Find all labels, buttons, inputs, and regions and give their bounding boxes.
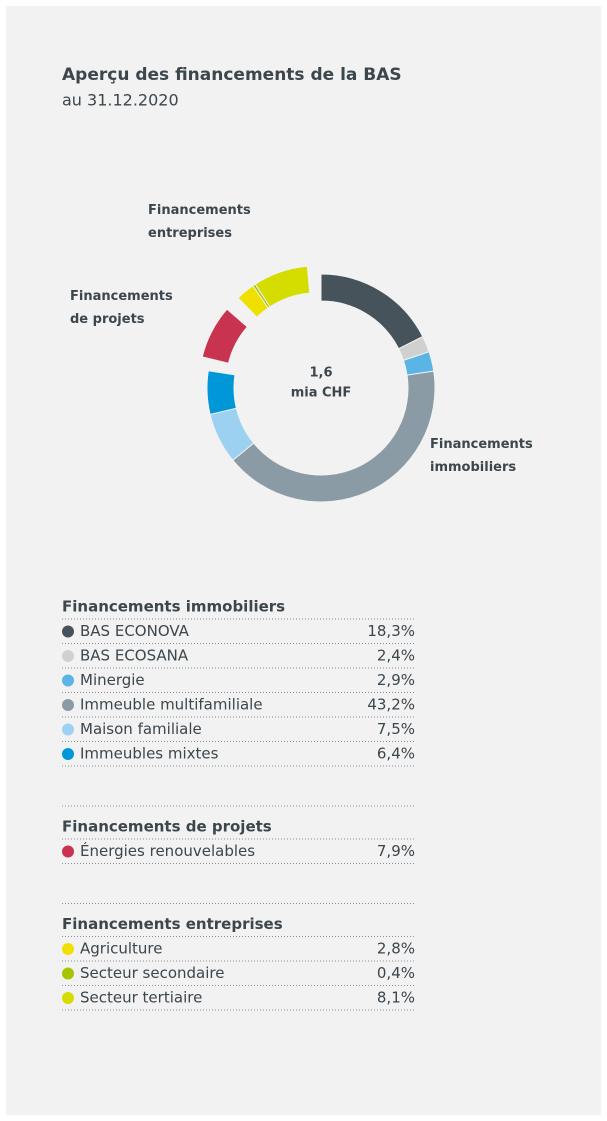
legend-swatch [62,992,74,1004]
legend-value: 2,8% [377,940,415,958]
legend-label: Secteur secondaire [80,964,224,982]
donut-segment [254,265,311,308]
legend-swatch [62,674,74,687]
panel [6,6,601,1115]
legend-value: 6,4% [377,745,415,763]
legend-label: Agriculture [80,940,163,958]
group-label: Financements entreprises [148,203,251,241]
legend-value: 8,1% [377,989,415,1007]
legend-value: 7,5% [377,720,415,738]
group-label: Financements immobiliers [430,437,533,475]
legend-label: Secteur tertiaire [80,989,202,1007]
legend-label: BAS ECOSANA [80,647,189,665]
legend-value: 43,2% [367,696,415,714]
legend-swatch [62,699,74,711]
legend-label: Énergies renouvelables [80,841,255,860]
legend-swatch [62,967,74,980]
donut-segment [206,370,237,416]
legend-value: 0,4% [377,964,415,982]
group-label: Financements de projets [70,289,173,327]
legend-swatch [62,845,74,858]
donut-segment [201,308,249,364]
center-value: 1,6 [309,366,332,381]
legend-heading: Financements de projets [62,818,272,836]
legend-heading: Financements entreprises [62,915,283,933]
chart-subtitle: au 31.12.2020 [62,91,179,110]
legend-value: 7,9% [377,842,415,860]
legend-swatch [62,625,74,638]
legend-label: Maison familiale [80,720,202,738]
legend-value: 2,4% [377,647,415,665]
legend-swatch [62,650,74,662]
center-unit: mia CHF [291,386,352,401]
chart-title: Aperçu des financements de la BAS [62,65,402,85]
legend-value: 18,3% [367,622,415,640]
legend-swatch [62,748,74,760]
legend-label: Minergie [80,671,145,689]
legend-swatch [62,723,74,736]
legend-label: Immeubles mixtes [80,745,219,763]
legend-label: Immeuble multifamiliale [80,696,263,714]
legend-swatch [62,943,74,955]
legend-heading: Financements immobiliers [62,598,285,616]
legend-label: BAS ECONOVA [80,622,190,640]
legend-value: 2,9% [377,671,415,689]
